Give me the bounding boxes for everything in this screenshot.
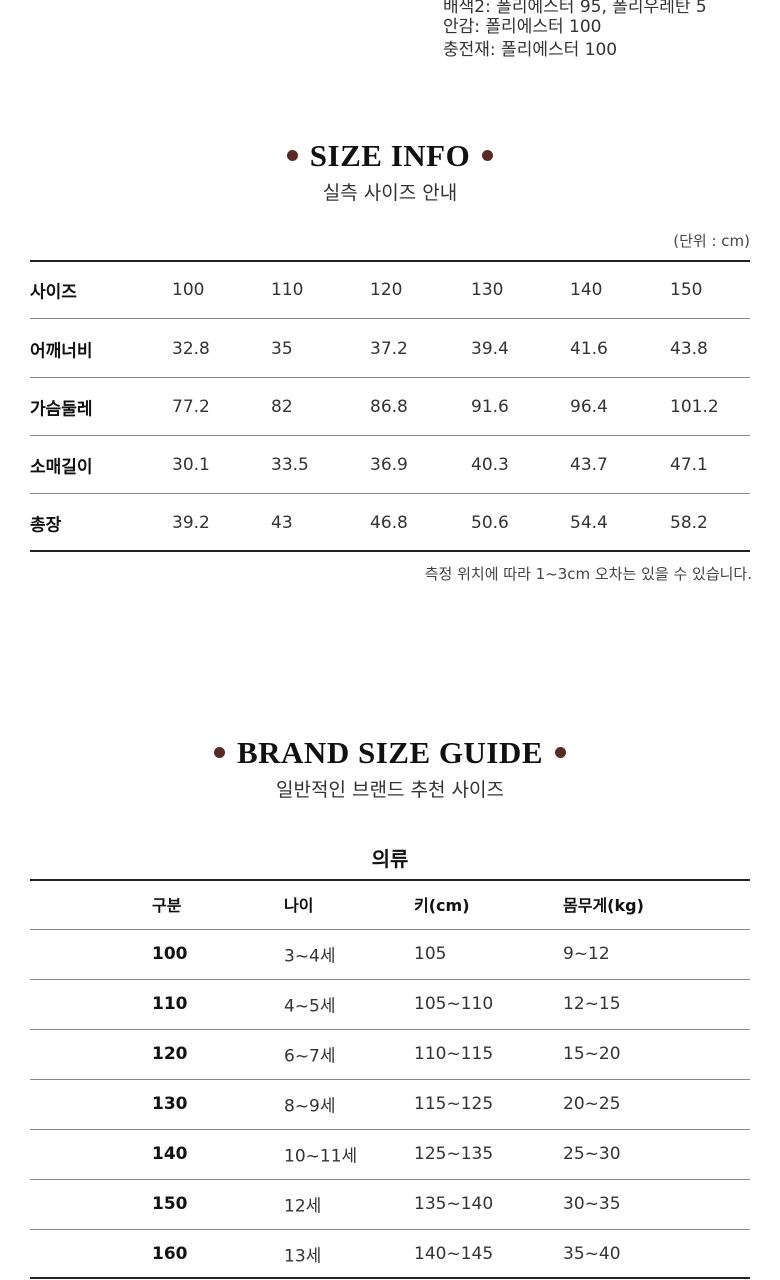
- cell-value: 41.6: [570, 338, 608, 359]
- cell-value: 43.7: [570, 455, 608, 475]
- cell-value: 58.2: [670, 512, 708, 533]
- cell-value: 10~11세: [284, 1146, 358, 1167]
- title-text: SIZE INFO: [309, 138, 471, 173]
- cell-value: 77.2: [172, 397, 210, 417]
- cell-value: 30.1: [172, 455, 210, 475]
- column-header: 몸무게(kg): [563, 896, 644, 915]
- cell-value: 15~20: [563, 1044, 621, 1064]
- cell-value: 36.9: [370, 455, 408, 475]
- cell-value: 39.2: [172, 512, 210, 533]
- cell-value: 30~35: [563, 1194, 621, 1214]
- cell-value: 9~12: [563, 944, 610, 964]
- row-label: 100: [152, 944, 188, 964]
- row-label: 총장: [30, 515, 62, 535]
- row-label: 130: [152, 1094, 188, 1114]
- row-divider: [30, 493, 750, 494]
- row-label: 110: [152, 994, 188, 1014]
- cell-value: 43: [271, 512, 293, 533]
- bullet: [213, 747, 225, 759]
- row-label: 120: [152, 1044, 188, 1064]
- row-label: 140: [152, 1144, 188, 1164]
- cell-value: 20~25: [563, 1094, 621, 1114]
- section-subtitle: 실측 사이즈 안내: [322, 182, 458, 204]
- cell-value: 115~125: [414, 1094, 494, 1114]
- cell-value: 35: [271, 338, 293, 359]
- footnote: 측정 위치에 따라 1~3cm 오차는 있을 수 있습니다.: [424, 565, 752, 583]
- cell-value: 35~40: [563, 1244, 621, 1264]
- cell-value: 39.4: [471, 338, 509, 359]
- cell-value: 50.6: [471, 512, 509, 533]
- row-label: 어깨너비: [30, 341, 93, 361]
- column-header: 구분: [152, 896, 182, 915]
- cell-value: 105: [414, 944, 447, 964]
- row-label: 사이즈: [30, 282, 77, 303]
- row-label: 가슴둘레: [30, 399, 93, 420]
- row-divider: [30, 318, 750, 319]
- row-divider: [30, 550, 750, 552]
- row-divider: [30, 979, 750, 980]
- row-divider: [30, 1277, 750, 1279]
- section-title: SIZE INFO: [0, 138, 780, 174]
- spec-line: 배색2: 폴리에스터 95, 폴리우레탄 5: [443, 0, 707, 17]
- cell-value: 140~145: [414, 1244, 494, 1264]
- cell-value: 91.6: [471, 397, 509, 417]
- cell-value: 8~9세: [284, 1096, 336, 1117]
- row-label: 150: [152, 1194, 188, 1214]
- cell-value: 32.8: [172, 338, 210, 359]
- column-header: 키(cm): [414, 896, 470, 915]
- row-divider: [30, 1029, 750, 1030]
- section-subtitle: 일반적인 브랜드 추천 사이즈: [276, 779, 504, 801]
- cell-value: 86.8: [370, 397, 408, 417]
- cell-value: 150: [670, 280, 703, 300]
- cell-value: 3~4세: [284, 946, 336, 967]
- cell-value: 47.1: [670, 455, 708, 475]
- section-title: BRAND SIZE GUIDE: [0, 735, 780, 771]
- cell-value: 12세: [284, 1196, 322, 1217]
- unit-note: (단위 : cm): [673, 232, 750, 250]
- cell-value: 110: [271, 280, 304, 300]
- cell-value: 130: [471, 280, 504, 300]
- bullet: [555, 747, 566, 759]
- row-divider: [30, 377, 750, 378]
- cell-value: 96.4: [570, 397, 608, 417]
- cell-value: 25~30: [563, 1144, 621, 1164]
- cell-value: 37.2: [370, 338, 408, 359]
- row-divider: [30, 929, 750, 930]
- row-divider: [30, 1079, 750, 1080]
- table-caption: 의류: [371, 847, 409, 871]
- cell-value: 12~15: [563, 994, 621, 1014]
- cell-value: 120: [370, 280, 403, 300]
- cell-value: 110~115: [414, 1044, 494, 1064]
- title-text: BRAND SIZE GUIDE: [236, 735, 543, 770]
- spec-line: 충전재: 폴리에스터 100: [443, 40, 618, 60]
- cell-value: 54.4: [570, 512, 608, 533]
- cell-value: 140: [570, 280, 603, 300]
- cell-value: 105~110: [414, 994, 494, 1014]
- row-label: 소매길이: [30, 457, 93, 478]
- row-divider: [30, 435, 750, 436]
- cell-value: 6~7세: [284, 1046, 336, 1067]
- cell-value: 43.8: [670, 338, 708, 359]
- bullet: [286, 150, 298, 162]
- row-divider: [30, 260, 750, 262]
- bullet: [482, 150, 494, 162]
- cell-value: 125~135: [414, 1144, 494, 1164]
- cell-value: 46.8: [370, 512, 408, 533]
- row-label: 160: [152, 1244, 188, 1264]
- row-divider: [30, 1179, 750, 1180]
- cell-value: 100: [172, 280, 205, 300]
- row-divider: [30, 1229, 750, 1230]
- cell-value: 13세: [284, 1246, 322, 1267]
- cell-value: 4~5세: [284, 996, 336, 1017]
- cell-value: 40.3: [471, 455, 509, 475]
- row-divider: [30, 1129, 750, 1130]
- cell-value: 101.2: [670, 397, 719, 417]
- column-header: 나이: [284, 896, 314, 915]
- row-divider: [30, 879, 750, 881]
- spec-line: 안감: 폴리에스터 100: [443, 17, 602, 37]
- cell-value: 33.5: [271, 455, 309, 475]
- cell-value: 82: [271, 397, 293, 417]
- cell-value: 135~140: [414, 1194, 494, 1214]
